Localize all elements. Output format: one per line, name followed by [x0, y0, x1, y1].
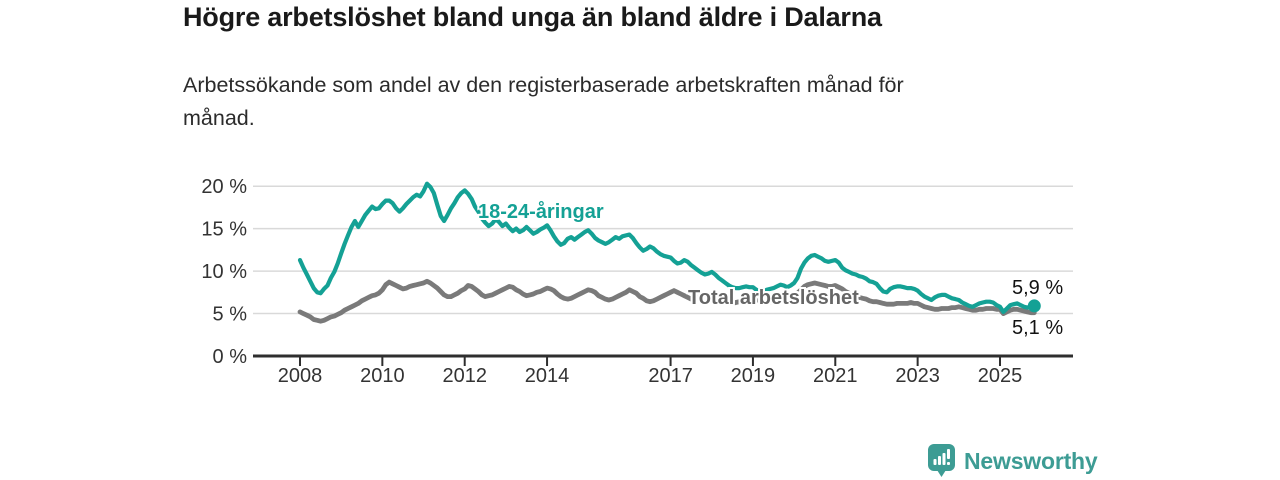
x-axis-tick-label: 2025	[978, 365, 1023, 387]
x-axis-tick-label: 2014	[525, 365, 570, 387]
y-axis-tick-label: 5 %	[213, 304, 248, 326]
series-end-dot	[1027, 299, 1041, 313]
y-axis-tick-label: 10 %	[201, 261, 247, 283]
chart-title: Högre arbetslöshet bland unga än bland ä…	[183, 2, 882, 32]
y-axis-tick-label: 20 %	[201, 176, 247, 198]
newsworthy-logo[interactable]: Newsworthy	[928, 444, 1098, 478]
x-axis-tick-label: 2010	[360, 365, 405, 387]
newsworthy-wordmark: Newsworthy	[964, 447, 1098, 474]
x-axis-tick-label: 2023	[895, 365, 940, 387]
series-label-total: Total arbetslöshet	[688, 287, 859, 309]
x-axis-tick-label: 2012	[442, 365, 487, 387]
x-axis-tick-label: 2017	[648, 365, 693, 387]
end-value-label-total: 5,1 %	[1012, 317, 1064, 339]
chart-subtitle-line2: månad.	[183, 106, 255, 130]
x-axis-tick-label: 2021	[813, 365, 858, 387]
series-line-total	[297, 278, 1037, 324]
chart-subtitle: Arbetssökande som andel av den registerb…	[183, 69, 904, 135]
chart-subtitle-line1: Arbetssökande som andel av den registerb…	[183, 73, 904, 97]
series-label-youth: 18-24-åringar	[478, 201, 604, 223]
x-axis-tick-label: 2008	[278, 365, 323, 387]
y-axis-tick-label: 0 %	[213, 346, 248, 368]
newsworthy-logo-icon	[928, 444, 955, 478]
end-value-label-youth: 5,9 %	[1012, 277, 1064, 299]
y-axis-tick-label: 15 %	[201, 219, 247, 241]
x-axis-tick-label: 2019	[731, 365, 776, 387]
series-line-youth	[297, 181, 1037, 314]
